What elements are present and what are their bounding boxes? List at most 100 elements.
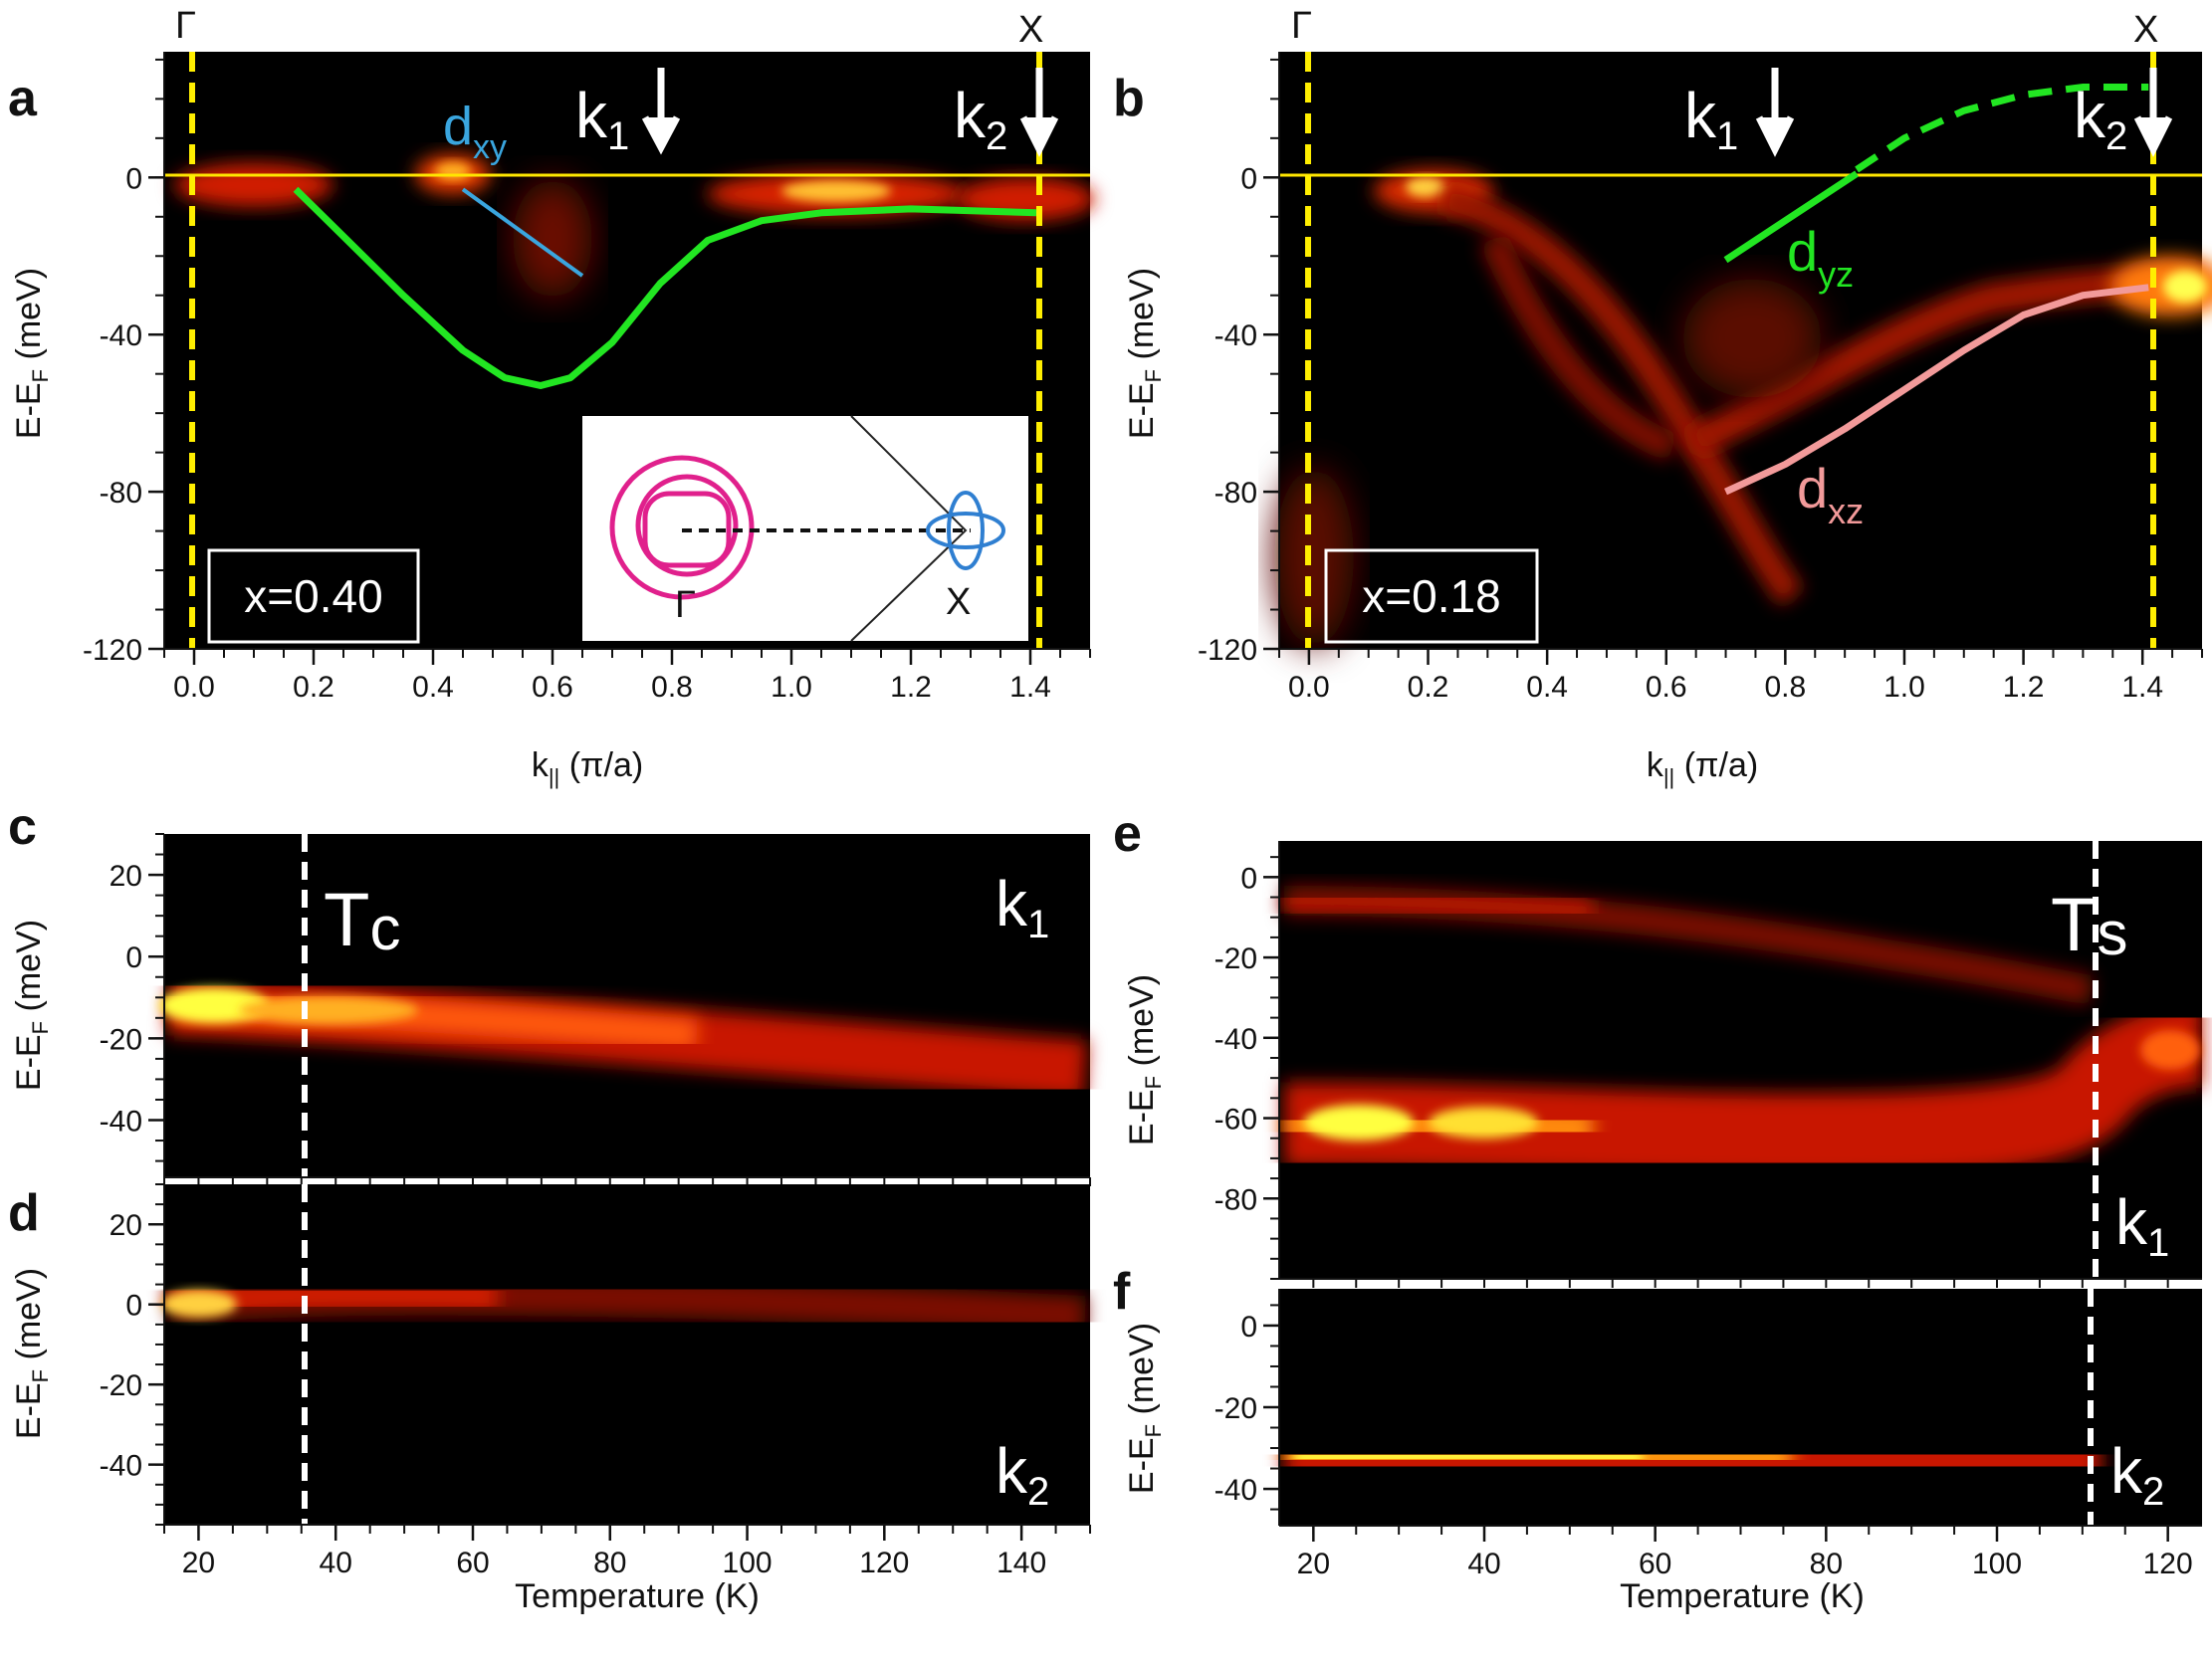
electron-pocket-horizontal — [926, 512, 1005, 549]
panel-b-intensity — [1274, 169, 2212, 647]
doping-box-b — [1324, 548, 1539, 644]
dyz-band-curve-b — [1723, 170, 1860, 264]
y-tick-label: -60 — [1215, 1104, 1257, 1137]
panel-label-f: f — [1113, 1263, 1131, 1321]
panel-e-axes: 0 -20 -40 -60 -80 — [1215, 841, 2202, 1288]
y-tick-label: -80 — [1215, 477, 1257, 510]
y-tick-label: 0 — [1240, 162, 1257, 195]
x-tick-label: 120 — [2143, 1548, 2193, 1580]
panel-d-map — [164, 1184, 1090, 1525]
x-tick-label: 80 — [593, 1547, 626, 1579]
y-tick-label: 0 — [1240, 862, 1257, 895]
doping-label-a: x=0.40 — [244, 570, 382, 622]
y-tick-label: -120 — [83, 634, 142, 667]
k1-label-e: k1 — [2115, 1186, 2169, 1265]
dxz-label: dxz — [1797, 457, 1864, 531]
k2-label-f: k2 — [2110, 1435, 2164, 1514]
panel-c-intensity — [159, 975, 1088, 1100]
y-axis-title-c: E-EF (meV) — [10, 920, 53, 1091]
panel-label-c: c — [8, 798, 37, 856]
middle-hole-pocket — [635, 474, 739, 577]
x-tick-label: 0.4 — [1526, 671, 1568, 704]
k2-label-d: k2 — [995, 1435, 1049, 1514]
y-tick-label: 0 — [125, 162, 142, 195]
y-tick-label: -20 — [100, 1023, 142, 1056]
x-tick-label: 140 — [996, 1547, 1046, 1579]
y-tick-label: -40 — [1215, 1023, 1257, 1056]
x-tick-label: 60 — [456, 1547, 489, 1579]
x-tick-label: 0.6 — [1646, 671, 1687, 704]
x-tick-label: 1.0 — [771, 671, 812, 704]
ts-label: Ts — [2051, 883, 2127, 968]
y-tick-label: -40 — [100, 319, 142, 352]
k1-label-c: k1 — [995, 868, 1049, 946]
y-tick-label: 0 — [125, 941, 142, 974]
x-tick-label: 80 — [1810, 1548, 1843, 1580]
k1-label-b: k1 — [1684, 80, 1738, 158]
inset-gamma-label: Γ — [675, 584, 696, 626]
x-tick-label: 20 — [1297, 1548, 1330, 1580]
x-tick-label: 120 — [859, 1547, 909, 1579]
panel-c-axes: 20 0 -20 -40 — [100, 833, 1091, 1186]
y-tick-label: -40 — [100, 1106, 142, 1139]
panel-e-intensity — [1283, 886, 2204, 1178]
panel-label-d: d — [8, 1184, 40, 1242]
x-tick-label: 0.8 — [1764, 671, 1806, 704]
x-tick-label: 0.0 — [1288, 671, 1330, 704]
y-tick-label: -20 — [1215, 1392, 1257, 1425]
panel-a-intensity — [174, 154, 1095, 299]
y-tick-label: -40 — [100, 1450, 142, 1483]
x-axis-title-b: k|| (π/a) — [1647, 746, 1758, 789]
panel-label-a: a — [8, 70, 38, 127]
y-axis-title-d: E-EF (meV) — [10, 1268, 53, 1439]
y-axis-title-a: E-EF (meV) — [10, 268, 53, 439]
doping-box-a — [207, 548, 420, 644]
dyz-band-extrapolated-b — [1855, 84, 2149, 173]
x-tick-label: 0.8 — [651, 671, 693, 704]
x-tick-label: 100 — [1972, 1548, 2022, 1580]
y-tick-label: -20 — [100, 1369, 142, 1402]
k1-arrow-a — [641, 68, 681, 155]
k2-label-b: k2 — [2074, 80, 2127, 158]
inset-x-label: X — [946, 581, 971, 623]
x-tick-label: 40 — [320, 1547, 352, 1579]
panel-d-intensity — [161, 1275, 1086, 1336]
y-tick-label: 0 — [1240, 1311, 1257, 1344]
y-axis-title-b: E-EF (meV) — [1123, 268, 1166, 439]
x-tick-label: 1.4 — [1009, 671, 1051, 704]
x-tick-label: 1.2 — [890, 671, 932, 704]
y-tick-label: 20 — [110, 860, 142, 893]
panel-c: Tc k1 c 20 0 -20 -40 E-EF (meV) — [8, 798, 1091, 1186]
panel-a-axes: 0.0 0.2 0.4 0.6 0.8 1.0 1.2 1.4 0 -40 -80 -120 — [83, 52, 1091, 704]
x-tick-label: 20 — [182, 1547, 215, 1579]
tc-label: Tc — [324, 878, 400, 963]
x-tick-label: 0.2 — [293, 671, 334, 704]
y-tick-label: -120 — [1198, 634, 1257, 667]
panel-label-b: b — [1113, 70, 1145, 127]
x-axis-title-d: Temperature (K) — [515, 1577, 760, 1615]
dyz-band-curve-a — [293, 186, 1037, 389]
k2-label-a: k2 — [954, 80, 1007, 158]
k2-arrow-b — [2133, 68, 2173, 157]
y-axis-title-f: E-EF (meV) — [1123, 1323, 1166, 1494]
x-tick-label: 1.4 — [2121, 671, 2163, 704]
dyz-label: dyz — [1787, 220, 1854, 295]
fermi-surface-inset: Γ X — [582, 415, 1028, 642]
k2-arrow-a — [1019, 68, 1059, 157]
y-tick-label: 20 — [110, 1209, 142, 1242]
panel-f-intensity — [1283, 1426, 2101, 1494]
y-tick-label: -20 — [1215, 942, 1257, 975]
y-tick-label: -80 — [1215, 1183, 1257, 1216]
gamma-point-label-b: Γ — [1291, 5, 1312, 47]
dxz-band-curve-b — [1724, 284, 2149, 496]
electron-pocket-vertical — [947, 491, 985, 570]
panel-d-axes: 20 40 60 80 100 120 140 20 0 -20 -40 — [100, 1183, 1091, 1579]
x-point-label-b: X — [2133, 9, 2158, 51]
inner-hole-pocket — [642, 491, 732, 568]
outer-hole-pocket — [609, 455, 755, 600]
y-tick-label: -40 — [1215, 1474, 1257, 1507]
panel-label-e: e — [1113, 805, 1142, 863]
panel-d: k2 d 20 40 60 80 100 120 140 20 0 -20 -40 Temperat… — [8, 1183, 1091, 1615]
y-tick-label: -40 — [1215, 319, 1257, 352]
y-tick-label: -80 — [100, 477, 142, 510]
